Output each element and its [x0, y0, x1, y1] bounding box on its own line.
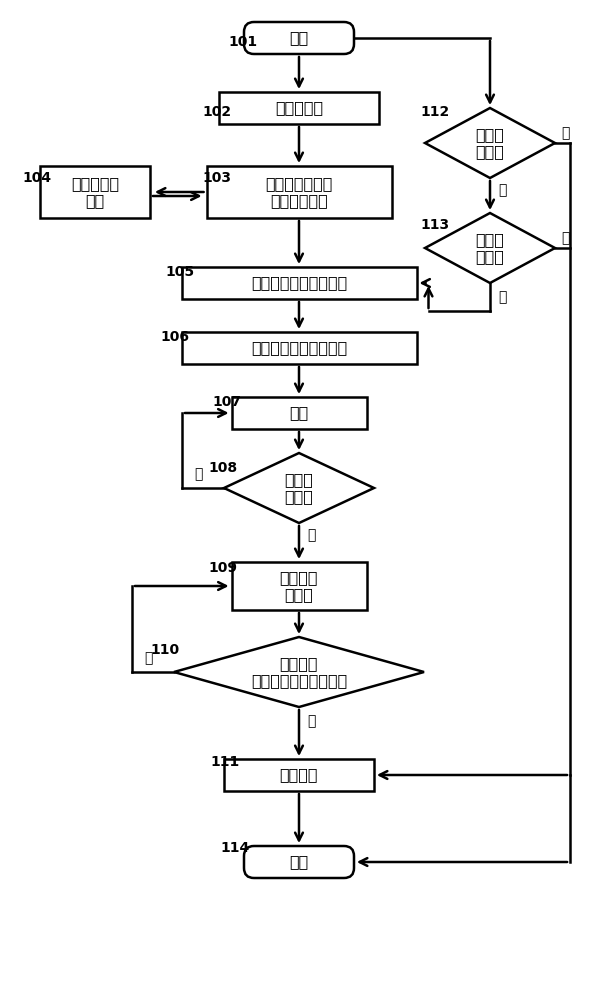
- Text: 是否下
限报警: 是否下 限报警: [475, 127, 505, 159]
- Text: 调节主燃烧室供油流量: 调节主燃烧室供油流量: [251, 340, 347, 356]
- Text: 是: 是: [561, 126, 569, 140]
- Bar: [219, 92, 379, 124]
- Bar: [182, 332, 416, 364]
- Text: 109: 109: [208, 561, 237, 575]
- Text: 108: 108: [208, 461, 237, 475]
- FancyBboxPatch shape: [244, 846, 354, 878]
- Polygon shape: [224, 453, 374, 523]
- Text: 调节副燃烧室供油流量: 调节副燃烧室供油流量: [251, 275, 347, 290]
- Text: 是: 是: [561, 231, 569, 245]
- Text: 点火: 点火: [289, 406, 309, 420]
- Text: 是否油
滤报警: 是否油 滤报警: [475, 232, 505, 264]
- Polygon shape: [425, 108, 555, 178]
- Text: 否: 否: [498, 290, 507, 304]
- Polygon shape: [174, 637, 424, 707]
- Text: 104: 104: [22, 171, 51, 185]
- Text: 101: 101: [228, 35, 257, 49]
- Bar: [224, 759, 374, 791]
- Text: 103: 103: [202, 171, 231, 185]
- Text: 查询专家库获得
初始供油流量: 查询专家库获得 初始供油流量: [266, 176, 332, 208]
- Text: 否: 否: [194, 467, 202, 481]
- Text: 105: 105: [165, 265, 194, 279]
- Bar: [231, 562, 367, 610]
- Text: 实际流量
范围内是否在允许误差: 实际流量 范围内是否在允许误差: [251, 656, 347, 688]
- Text: 调节供油
泵流量: 调节供油 泵流量: [280, 570, 318, 602]
- Text: 113: 113: [420, 218, 449, 232]
- Polygon shape: [425, 213, 555, 283]
- Text: 继续试验: 继续试验: [280, 768, 318, 782]
- Bar: [206, 166, 392, 218]
- Bar: [231, 397, 367, 429]
- Text: 110: 110: [150, 643, 179, 657]
- Text: 114: 114: [220, 841, 249, 855]
- Text: 112: 112: [420, 105, 449, 119]
- Text: 点火是
否成功: 点火是 否成功: [285, 472, 313, 504]
- Text: 106: 106: [160, 330, 189, 344]
- Text: 102: 102: [202, 105, 231, 119]
- Text: 启动供油泵: 启动供油泵: [275, 101, 323, 115]
- Text: 燃烧专家知
识库: 燃烧专家知 识库: [71, 176, 119, 208]
- Text: 107: 107: [212, 395, 241, 409]
- FancyBboxPatch shape: [244, 22, 354, 54]
- Bar: [182, 267, 416, 299]
- Bar: [40, 166, 150, 218]
- Text: 否: 否: [498, 183, 507, 197]
- Text: 结束: 结束: [289, 854, 309, 869]
- Text: 否: 否: [144, 651, 152, 665]
- Text: 是: 是: [307, 714, 315, 728]
- Text: 开始: 开始: [289, 30, 309, 45]
- Text: 111: 111: [210, 755, 239, 769]
- Text: 是: 是: [307, 528, 315, 542]
